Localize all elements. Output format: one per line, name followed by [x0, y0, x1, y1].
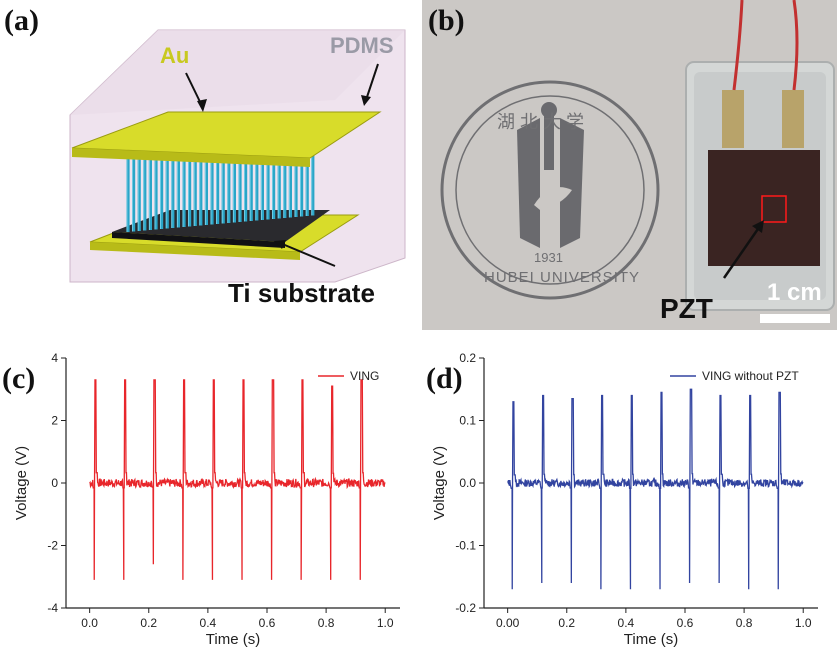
seal-bottom-text: HUBEI UNIVERSITY	[484, 269, 640, 286]
right-wire	[792, 0, 799, 91]
y-tick-label: -4	[47, 601, 58, 615]
bottom-au-edge	[90, 242, 300, 260]
x-tick-label: 0.8	[318, 616, 335, 630]
y-tick-label: 0.2	[459, 351, 476, 365]
x-tick-label: 1.0	[795, 616, 812, 630]
scale-label: 1 cm	[767, 279, 822, 306]
panel-b-photo: 湖 北 大 学 1931 HUBEI UNIVERSITY PZT 1 cm (…	[422, 0, 837, 330]
y-tick-label: -2	[47, 539, 58, 553]
x-tick-label: 0.8	[736, 616, 753, 630]
substrate-label: Ti substrate	[228, 278, 375, 308]
x-axis-label: Time (s)	[206, 631, 260, 648]
encapsulated-device	[685, 0, 835, 311]
seal-year: 1931	[534, 250, 563, 265]
y-tick-label: 4	[51, 351, 58, 365]
panel-a-schematic: Au PDMS Ti substrate (a)	[0, 0, 414, 330]
pdms-arrow-head	[361, 95, 371, 106]
panel-label-a: (a)	[4, 4, 39, 37]
y-tick-label: 0.0	[459, 476, 476, 490]
legend-label: VING	[350, 369, 379, 383]
y-tick-label: 2	[51, 414, 58, 428]
pzt-film	[708, 150, 820, 266]
x-tick-label: 0.2	[140, 616, 157, 630]
substrate-arrow	[279, 242, 336, 267]
voltage-chart-d: 0.00 0.2 0.4 0.6 0.8 1.0 -0.2 -0.1 0.0 0.1 0.2 Time…	[431, 351, 818, 648]
au-arrow-head	[197, 99, 207, 112]
pzt-arrow-head	[752, 220, 764, 233]
device-schematic: Au PDMS Ti substrate	[69, 29, 406, 308]
x-tick-label: 0.2	[558, 616, 575, 630]
pzt-arrow	[722, 225, 762, 279]
seal-top-text: 湖 北 大 学	[497, 112, 584, 132]
x-tick-label: 0.6	[677, 616, 694, 630]
scale-bar	[760, 314, 830, 323]
x-axis-label: Time (s)	[624, 631, 678, 648]
y-tick-label: 0	[51, 476, 58, 490]
y-tick-label: -0.2	[455, 601, 476, 615]
left-wire	[732, 0, 744, 91]
signal-line	[89, 379, 386, 580]
pzt-label: PZT	[660, 293, 713, 324]
voltage-chart-c: 0.0 0.2 0.4 0.6 0.8 1.0 -4 -2 0 2 4 Time (s) Voltage…	[13, 351, 400, 648]
y-axis-label: Voltage (V)	[431, 446, 448, 520]
top-au-edge	[72, 148, 310, 167]
y-tick-label: -0.1	[455, 539, 476, 553]
y-axis-label: Voltage (V)	[13, 446, 30, 520]
x-tick-label: 0.00	[496, 616, 520, 630]
device-photo: 湖 北 大 学 1931 HUBEI UNIVERSITY PZT 1 cm	[422, 0, 837, 330]
pzt-highlight-box	[761, 195, 787, 223]
right-electrode-lead	[782, 90, 804, 148]
panel-d-chart: 0.00 0.2 0.4 0.6 0.8 1.0 -0.2 -0.1 0.0 0.1 0.2 Time…	[418, 340, 837, 652]
substrate-arrow-head	[274, 240, 286, 249]
x-tick-label: 0.0	[81, 616, 98, 630]
au-label: Au	[160, 43, 189, 68]
x-tick-label: 1.0	[377, 616, 394, 630]
signal-line	[507, 388, 804, 590]
pdms-label: PDMS	[330, 33, 394, 58]
legend-label: VING without PZT	[702, 369, 799, 383]
left-electrode-lead	[722, 90, 744, 148]
x-tick-label: 0.4	[618, 616, 635, 630]
panel-c-chart: 0.0 0.2 0.4 0.6 0.8 1.0 -4 -2 0 2 4 Time (s) Voltage…	[0, 340, 418, 652]
pdms-arrow	[365, 63, 379, 101]
panel-label-c: (c)	[2, 362, 36, 395]
x-tick-label: 0.6	[259, 616, 276, 630]
pdms-top-face	[70, 30, 405, 115]
y-tick-label: 0.1	[459, 414, 476, 428]
panel-label-d: (d)	[426, 362, 463, 395]
panel-label-b: (b)	[428, 4, 465, 37]
x-tick-label: 0.4	[200, 616, 217, 630]
ti-substrate-edge	[112, 232, 285, 248]
university-seal: 湖 北 大 学 1931 HUBEI UNIVERSITY	[440, 80, 660, 300]
